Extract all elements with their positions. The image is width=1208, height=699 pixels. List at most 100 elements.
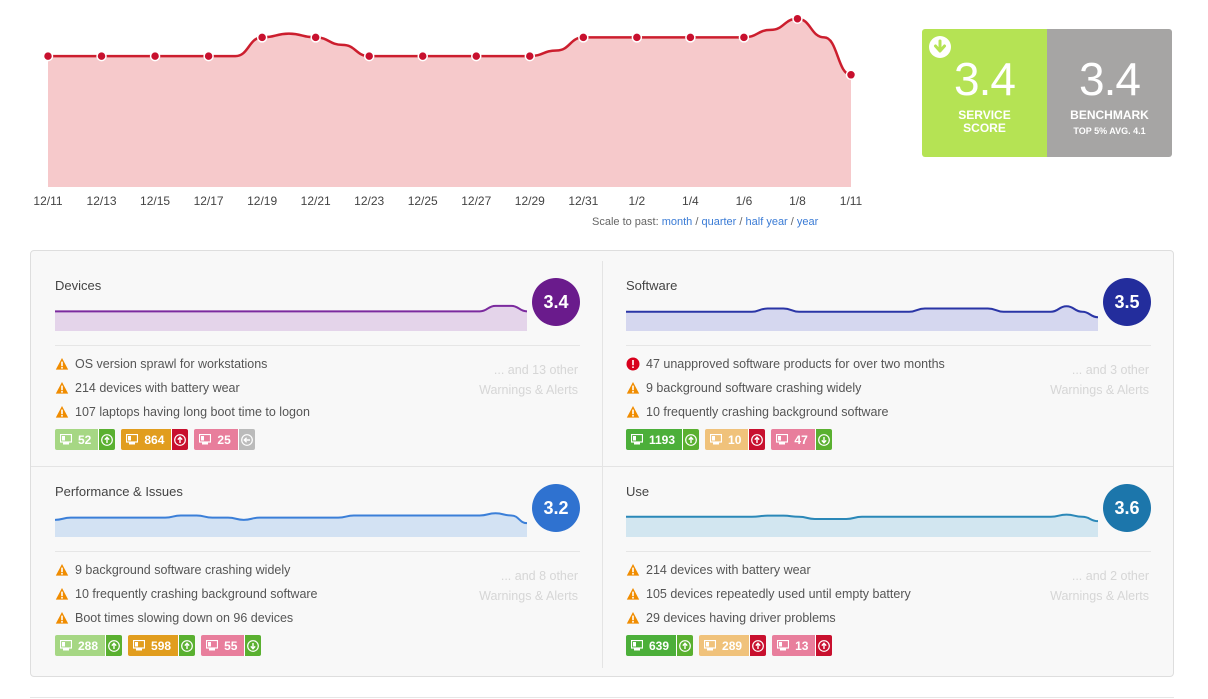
alert-item[interactable]: 29 devices having driver problems [626,606,911,630]
device-count-chip[interactable]: 47 [771,429,832,450]
x-tick-label: 12/19 [247,194,277,208]
alert-text: 105 devices repeatedly used until empty … [646,587,911,601]
trend-point[interactable] [738,32,750,43]
x-tick-label: 1/11 [840,194,863,208]
alert-item[interactable]: 214 devices with battery wear [55,376,310,400]
more-alerts-label: Warnings & Alerts [479,589,578,603]
trend-point[interactable] [310,32,321,43]
alert-item[interactable]: 9 background software crashing widely [626,376,945,400]
device-count-chip[interactable]: 52 [55,429,116,450]
device-count-chip[interactable]: 55 [201,635,262,656]
category-card-use[interactable]: Use 3.6 214 devices with battery wear 105 d… [626,457,1166,657]
x-tick-label: 1/8 [789,194,806,208]
trend-point[interactable] [203,50,214,62]
trend-point[interactable] [685,32,696,43]
category-card-performance[interactable]: Performance & Issues 3.2 9 background soft… [55,457,595,657]
trend-point[interactable] [631,32,643,43]
alert-item[interactable]: 107 laptops having long boot time to log… [55,400,310,424]
device-count-chip[interactable]: 864 [121,429,189,450]
arrow-down-circle-icon [929,36,951,58]
trend-point[interactable] [96,50,107,62]
trend-point[interactable] [149,50,161,62]
device-icon [777,640,790,651]
device-count-chip[interactable]: 13 [772,635,833,656]
category-score-badge: 3.4 [532,278,580,326]
chip-body: 864 [121,429,172,450]
scale-link-year[interactable]: year [796,216,819,228]
alert-item[interactable]: 47 unapproved software products for over… [626,352,945,376]
chip-trend [676,635,694,656]
device-count-chip[interactable]: 25 [194,429,255,450]
category-card-software[interactable]: Software 3.5 47 unapproved software produc… [626,251,1166,451]
category-score-badge: 3.6 [1103,484,1151,532]
trend-point[interactable] [471,50,482,62]
alert-text: 10 frequently crashing background softwa… [646,405,889,419]
device-icon [126,434,139,445]
chip-value: 598 [151,638,172,653]
alert-item[interactable]: 9 background software crashing widely [55,558,318,582]
device-count-chip[interactable]: 288 [55,635,123,656]
device-count-chip[interactable]: 639 [626,635,694,656]
alert-text: 214 devices with battery wear [75,381,240,395]
benchmark-box: 3.4 BENCHMARK TOP 5% AVG. 4.1 [1047,29,1172,157]
x-tick-label: 12/13 [87,194,117,208]
x-tick-label: 12/29 [515,194,545,208]
service-score-label-line2: SCORE [963,121,1006,135]
warning-icon [626,406,640,418]
more-alerts-link[interactable]: ... and 2 other Warnings & Alerts [1006,566,1149,606]
trend-point[interactable] [256,32,268,43]
category-title: Devices [55,278,102,293]
more-alerts-link[interactable]: ... and 13 other Warnings & Alerts [435,360,578,400]
chip-trend [244,635,262,656]
chip-trend [98,429,116,450]
chip-body: 13 [772,635,816,656]
trend-point[interactable] [524,50,536,62]
trend-line [48,17,852,77]
device-count-chip[interactable]: 289 [699,635,767,656]
alert-list: 214 devices with battery wear 105 devices… [626,558,911,630]
error-icon [626,357,640,371]
alert-item[interactable]: 10 frequently crashing background softwa… [55,582,318,606]
warning-icon [626,588,640,600]
device-count-chip[interactable]: 598 [128,635,196,656]
scale-link-half-year[interactable]: half year [745,216,788,228]
x-tick-label: 1/6 [736,194,753,208]
device-icon [710,434,723,445]
alert-text: 10 frequently crashing background softwa… [75,587,318,601]
alert-item[interactable]: 10 frequently crashing background softwa… [626,400,945,424]
arrow-up-circle-icon [679,639,691,652]
device-count-chip[interactable]: 1193 [626,429,700,450]
scale-link-month[interactable]: month [661,216,693,228]
alert-item[interactable]: Boot times slowing down on 96 devices [55,606,318,630]
device-icon [60,640,72,651]
category-card-devices[interactable]: Devices 3.4 OS version sprawl for workstat… [55,251,595,451]
device-count-chip[interactable]: 10 [705,429,766,450]
chip-value: 289 [722,638,743,653]
warning-icon [626,382,640,394]
alert-text: 9 background software crashing widely [75,563,291,577]
alert-item[interactable]: OS version sprawl for workstations [55,352,310,376]
more-alerts-link[interactable]: ... and 8 other Warnings & Alerts [435,566,578,606]
chip-trend [748,429,766,450]
more-alerts-count: ... and 13 other [493,363,578,377]
alert-text: Boot times slowing down on 96 devices [75,611,294,625]
trend-point[interactable] [578,32,589,43]
trend-point[interactable] [792,13,803,24]
trend-point[interactable] [363,50,375,62]
arrow-up-circle-icon [751,433,764,446]
sparkline-area [626,514,1098,537]
trend-point[interactable] [845,69,857,81]
chip-value: 25 [217,432,231,447]
benchmark-label: BENCHMARK [1070,108,1149,122]
alert-text: 107 laptops having long boot time to log… [75,405,310,419]
trend-point[interactable] [417,50,428,62]
more-alerts-link[interactable]: ... and 3 other Warnings & Alerts [1006,360,1149,400]
scale-link-quarter[interactable]: quarter [701,216,737,228]
alert-item[interactable]: 105 devices repeatedly used until empty … [626,582,911,606]
alert-item[interactable]: 214 devices with battery wear [626,558,911,582]
benchmark-value: 3.4 [1079,53,1141,105]
device-count-chips: 639 289 13 [626,635,838,656]
chip-value: 864 [144,432,165,447]
more-alerts-label: Warnings & Alerts [1050,383,1149,397]
trend-point[interactable] [42,50,54,62]
